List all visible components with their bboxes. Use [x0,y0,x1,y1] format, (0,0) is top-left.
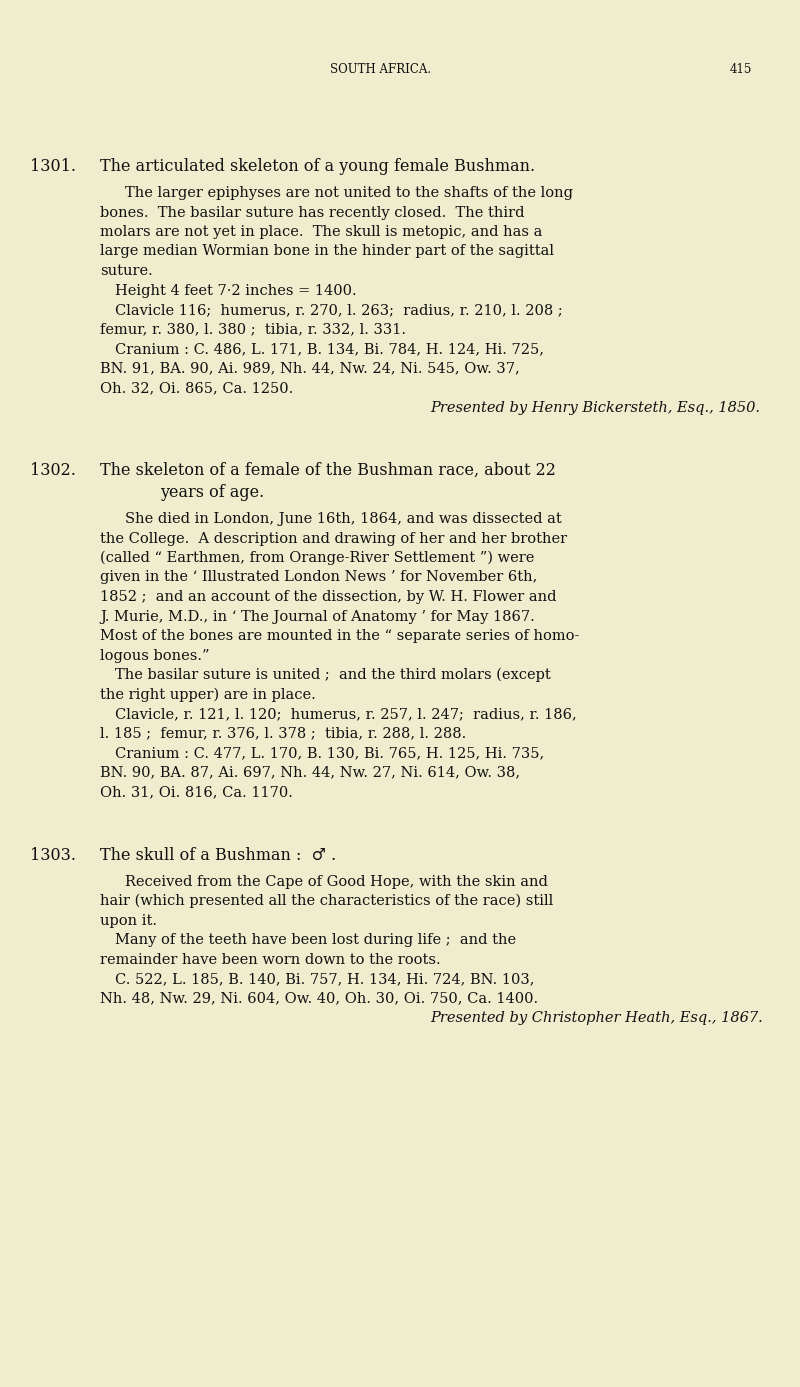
Text: (called “ Earthmen, from Orange-River Settlement ”) were: (called “ Earthmen, from Orange-River Se… [100,551,534,566]
Text: Oh. 32, Oi. 865, Ca. 1250.: Oh. 32, Oi. 865, Ca. 1250. [100,381,294,395]
Text: J. Murie, M.D., in ‘ The Journal of Anatomy ’ for May 1867.: J. Murie, M.D., in ‘ The Journal of Anat… [100,609,534,624]
Text: The skull of a Bushman :  ♂ .: The skull of a Bushman : ♂ . [100,846,336,864]
Text: Oh. 31, Oi. 816, Ca. 1170.: Oh. 31, Oi. 816, Ca. 1170. [100,785,293,799]
Text: suture.: suture. [100,264,153,277]
Text: Presented by Henry Bickersteth, Esq., 1850.: Presented by Henry Bickersteth, Esq., 18… [430,401,760,415]
Text: years of age.: years of age. [160,484,264,501]
Text: Clavicle, r. 121, l. 120;  humerus, r. 257, l. 247;  radius, r. 186,: Clavicle, r. 121, l. 120; humerus, r. 25… [115,707,577,721]
Text: SOUTH AFRICA.: SOUTH AFRICA. [330,62,431,76]
Text: Nh. 48, Nw. 29, Ni. 604, Ow. 40, Oh. 30, Oi. 750, Ca. 1400.: Nh. 48, Nw. 29, Ni. 604, Ow. 40, Oh. 30,… [100,992,538,1006]
Text: Presented by Christopher Heath, Esq., 1867.: Presented by Christopher Heath, Esq., 18… [430,1011,762,1025]
Text: 1301.: 1301. [30,158,76,175]
Text: BN. 91, BA. 90, Ai. 989, Nh. 44, Nw. 24, Ni. 545, Ow. 37,: BN. 91, BA. 90, Ai. 989, Nh. 44, Nw. 24,… [100,362,520,376]
Text: The skeleton of a female of the Bushman race, about 22: The skeleton of a female of the Bushman … [100,462,556,479]
Text: logous bones.”: logous bones.” [100,649,210,663]
Text: given in the ‘ Illustrated London News ’ for November 6th,: given in the ‘ Illustrated London News ’… [100,570,538,584]
Text: Cranium : C. 477, L. 170, B. 130, Bi. 765, H. 125, Hi. 735,: Cranium : C. 477, L. 170, B. 130, Bi. 76… [115,746,544,760]
Text: 1303.: 1303. [30,846,76,864]
Text: molars are not yet in place.  The skull is metopic, and has a: molars are not yet in place. The skull i… [100,225,542,239]
Text: upon it.: upon it. [100,914,157,928]
Text: Cranium : C. 486, L. 171, B. 134, Bi. 784, H. 124, Hi. 725,: Cranium : C. 486, L. 171, B. 134, Bi. 78… [115,343,544,356]
Text: 1302.: 1302. [30,462,76,479]
Text: She died in London, June 16th, 1864, and was dissected at: She died in London, June 16th, 1864, and… [125,512,562,526]
Text: Received from the Cape of Good Hope, with the skin and: Received from the Cape of Good Hope, wit… [125,874,548,889]
Text: The larger epiphyses are not united to the shafts of the long: The larger epiphyses are not united to t… [125,186,573,200]
Text: Most of the bones are mounted in the “ separate series of homo-: Most of the bones are mounted in the “ s… [100,628,579,644]
Text: the right upper) are in place.: the right upper) are in place. [100,688,316,702]
Text: BN. 90, BA. 87, Ai. 697, Nh. 44, Nw. 27, Ni. 614, Ow. 38,: BN. 90, BA. 87, Ai. 697, Nh. 44, Nw. 27,… [100,766,520,779]
Text: Height 4 feet 7·2 inches = 1400.: Height 4 feet 7·2 inches = 1400. [115,283,357,297]
Text: the College.  A description and drawing of her and her brother: the College. A description and drawing o… [100,531,567,545]
Text: remainder have been worn down to the roots.: remainder have been worn down to the roo… [100,953,441,967]
Text: Many of the teeth have been lost during life ;  and the: Many of the teeth have been lost during … [115,933,516,947]
Text: femur, r. 380, l. 380 ;  tibia, r. 332, l. 331.: femur, r. 380, l. 380 ; tibia, r. 332, l… [100,323,406,337]
Text: Clavicle 116;  humerus, r. 270, l. 263;  radius, r. 210, l. 208 ;: Clavicle 116; humerus, r. 270, l. 263; r… [115,302,562,318]
Text: l. 185 ;  femur, r. 376, l. 378 ;  tibia, r. 288, l. 288.: l. 185 ; femur, r. 376, l. 378 ; tibia, … [100,727,466,741]
Text: C. 522, L. 185, B. 140, Bi. 757, H. 134, Hi. 724, BN. 103,: C. 522, L. 185, B. 140, Bi. 757, H. 134,… [115,972,534,986]
Text: 1852 ;  and an account of the dissection, by W. H. Flower and: 1852 ; and an account of the dissection,… [100,589,557,603]
Text: hair (which presented all the characteristics of the race) still: hair (which presented all the characteri… [100,895,554,908]
Text: The basilar suture is united ;  and the third molars (except: The basilar suture is united ; and the t… [115,669,550,682]
Text: 415: 415 [730,62,752,76]
Text: The articulated skeleton of a young female Bushman.: The articulated skeleton of a young fema… [100,158,535,175]
Text: bones.  The basilar suture has recently closed.  The third: bones. The basilar suture has recently c… [100,205,525,219]
Text: large median Wormian bone in the hinder part of the sagittal: large median Wormian bone in the hinder … [100,244,554,258]
